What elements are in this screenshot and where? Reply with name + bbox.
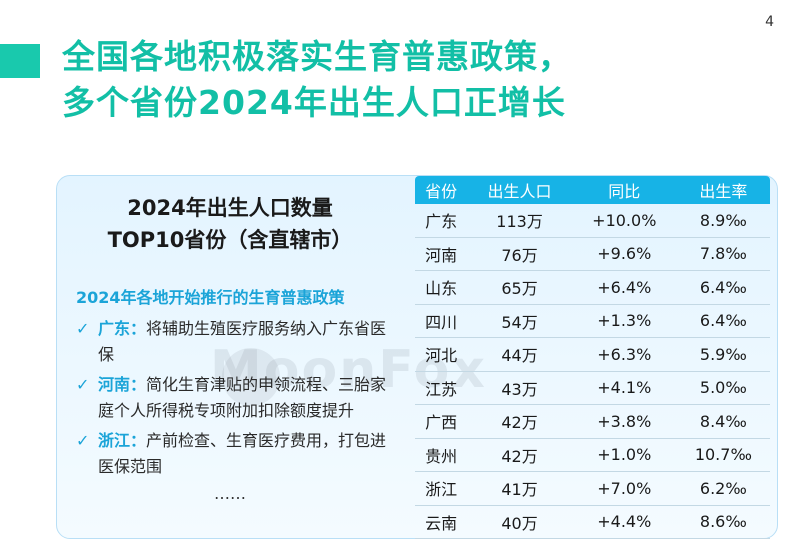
cell-yoy: +10.0% <box>571 204 677 238</box>
cell-births: 113万 <box>467 204 572 238</box>
policy-text: 产前检查、生育医疗费用，打包进医保范围 <box>98 431 387 476</box>
check-icon: ✓ <box>76 319 90 338</box>
cell-births: 65万 <box>467 270 572 305</box>
birth-population-table: 省份 出生人口 同比 出生率 广东 113万 +10.0% 8.9‰ 河南 76… <box>415 176 770 539</box>
cell-yoy: +4.4% <box>571 505 677 539</box>
cell-births: 41万 <box>467 471 572 506</box>
header-birth-rate: 出生率 <box>676 176 770 204</box>
table-row: 贵州 42万 +1.0% 10.7‰ <box>415 438 770 472</box>
title-line-2: 多个省份2024年出生人口正增长 <box>62 83 566 122</box>
cell-yoy: +4.1% <box>571 371 677 405</box>
table-row: 山东 65万 +6.4% 6.4‰ <box>415 270 770 305</box>
table-row: 四川 54万 +1.3% 6.4‰ <box>415 304 770 338</box>
cell-birth-rate: 5.0‰ <box>676 371 770 405</box>
cell-births: 42万 <box>467 404 572 439</box>
cell-births: 40万 <box>467 505 572 539</box>
header-province: 省份 <box>415 176 468 204</box>
chart-subtitle: 2024年出生人口数量 TOP10省份（含直辖市） <box>60 192 400 256</box>
cell-birth-rate: 6.2‰ <box>676 471 770 506</box>
cell-province: 浙江 <box>415 471 468 506</box>
cell-yoy: +7.0% <box>571 471 677 506</box>
table-row: 广东 113万 +10.0% 8.9‰ <box>415 204 770 238</box>
policy-text: 将辅助生殖医疗服务纳入广东省医保 <box>98 319 387 364</box>
cell-birth-rate: 7.8‰ <box>676 237 770 271</box>
cell-province: 山东 <box>415 270 468 305</box>
table-row: 河南 76万 +9.6% 7.8‰ <box>415 237 770 271</box>
policy-item: ✓ 浙江：产前检查、生育医疗费用，打包进医保范围 <box>60 428 400 480</box>
cell-yoy: +6.3% <box>571 337 677 372</box>
cell-births: 76万 <box>467 237 572 271</box>
cell-births: 54万 <box>467 304 572 338</box>
cell-province: 河南 <box>415 237 468 271</box>
cell-province: 广东 <box>415 204 468 238</box>
title-accent-bar <box>0 44 40 78</box>
cell-birth-rate: 6.4‰ <box>676 270 770 305</box>
cell-yoy: +1.0% <box>571 438 677 472</box>
header-yoy: 同比 <box>571 176 677 204</box>
cell-yoy: +9.6% <box>571 237 677 271</box>
cell-birth-rate: 8.6‰ <box>676 505 770 539</box>
cell-birth-rate: 10.7‰ <box>676 438 770 472</box>
policy-item: ✓ 河南：简化生育津贴的申领流程、三胎家庭个人所得税专项附加扣除额度提升 <box>60 372 400 424</box>
title-line-1: 全国各地积极落实生育普惠政策， <box>62 37 572 76</box>
check-icon: ✓ <box>76 431 90 450</box>
cell-province: 江苏 <box>415 371 468 405</box>
policy-item: ✓ 广东：将辅助生殖医疗服务纳入广东省医保 <box>60 316 400 368</box>
cell-birth-rate: 8.4‰ <box>676 404 770 439</box>
table-row: 浙江 41万 +7.0% 6.2‰ <box>415 471 770 506</box>
cell-birth-rate: 8.9‰ <box>676 204 770 238</box>
cell-province: 四川 <box>415 304 468 338</box>
policy-province: 广东： <box>98 319 147 338</box>
cell-yoy: +1.3% <box>571 304 677 338</box>
subtitle-line-1: 2024年出生人口数量 <box>127 196 333 220</box>
table-row: 江苏 43万 +4.1% 5.0‰ <box>415 371 770 405</box>
cell-birth-rate: 5.9‰ <box>676 337 770 372</box>
check-icon: ✓ <box>76 375 90 394</box>
page-number: 4 <box>765 14 774 30</box>
table-row: 广西 42万 +3.8% 8.4‰ <box>415 404 770 439</box>
cell-yoy: +3.8% <box>571 404 677 439</box>
policy-ellipsis: …… <box>214 484 246 503</box>
left-column: 2024年出生人口数量 TOP10省份（含直辖市） 2024年各地开始推行的生育… <box>60 192 400 503</box>
table-header-row: 省份 出生人口 同比 出生率 <box>415 176 770 204</box>
table-row: 河北 44万 +6.3% 5.9‰ <box>415 337 770 372</box>
cell-province: 云南 <box>415 505 468 539</box>
policy-text: 简化生育津贴的申领流程、三胎家庭个人所得税专项附加扣除额度提升 <box>98 375 387 420</box>
policy-province: 浙江： <box>98 431 147 450</box>
cell-births: 44万 <box>467 337 572 372</box>
page-title: 全国各地积极落实生育普惠政策， 多个省份2024年出生人口正增长 <box>62 34 572 126</box>
cell-birth-rate: 6.4‰ <box>676 304 770 338</box>
table-row: 云南 40万 +4.4% 8.6‰ <box>415 505 770 539</box>
cell-yoy: +6.4% <box>571 270 677 305</box>
policy-list: ✓ 广东：将辅助生殖医疗服务纳入广东省医保 ✓ 河南：简化生育津贴的申领流程、三… <box>60 316 400 480</box>
subtitle-line-2: TOP10省份（含直辖市） <box>107 228 353 252</box>
cell-births: 43万 <box>467 371 572 405</box>
cell-province: 河北 <box>415 337 468 372</box>
cell-births: 42万 <box>467 438 572 472</box>
cell-province: 广西 <box>415 404 468 439</box>
policy-province: 河南： <box>98 375 147 394</box>
policy-heading: 2024年各地开始推行的生育普惠政策 <box>76 288 345 307</box>
cell-province: 贵州 <box>415 438 468 472</box>
header-births: 出生人口 <box>467 176 572 204</box>
